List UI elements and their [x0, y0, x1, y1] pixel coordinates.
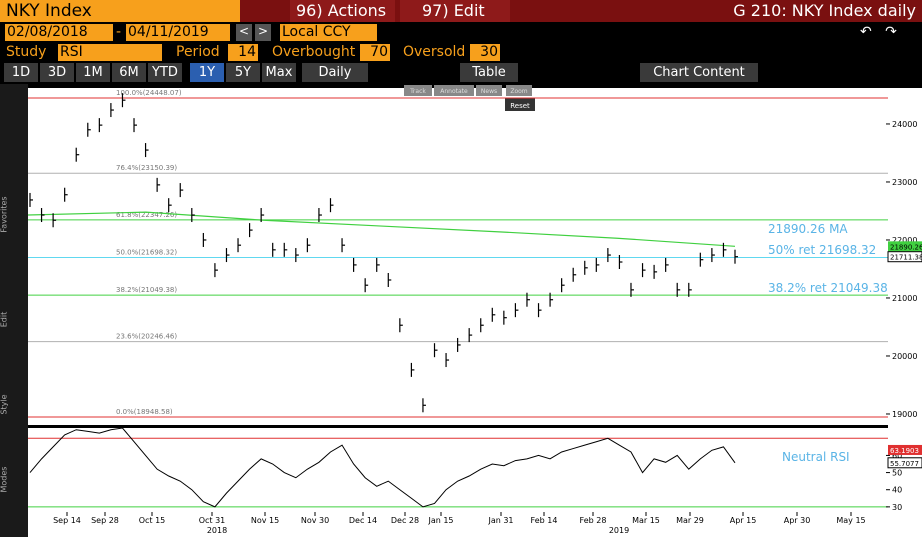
rsi-last-value: 55.7077 — [890, 460, 919, 468]
currency[interactable]: Local CCY — [280, 24, 377, 41]
undo-redo[interactable]: ↶ ↷ — [860, 24, 897, 40]
period-button[interactable]: 5Y — [226, 63, 260, 82]
y-tick-label: 20000 — [892, 352, 917, 361]
security[interactable]: NKY Index — [0, 0, 240, 22]
mini-button — [506, 85, 532, 96]
prev-button[interactable]: < — [236, 24, 252, 41]
fib-label: 100.0%(24448.07) — [116, 89, 182, 97]
fib-label: 61.8%(22347.26) — [116, 211, 177, 219]
rsi-tick-label: 40 — [892, 486, 902, 495]
rsi-annotation: Neutral RSI — [782, 450, 850, 464]
x-tick-label: Oct 31 — [199, 516, 226, 525]
start-date[interactable]: 02/08/2018 — [5, 24, 113, 41]
x-tick-label: May 15 — [836, 516, 865, 525]
x-tick-label: Nov 15 — [251, 516, 279, 525]
period-button[interactable]: 6M — [112, 63, 146, 82]
axis-pane — [888, 88, 922, 512]
mini-label: Track — [409, 88, 426, 95]
year-label: 2019 — [609, 526, 629, 535]
period-button[interactable]: 1Y — [190, 63, 224, 82]
rsi-pane — [28, 428, 888, 512]
mini-label: Annotate — [440, 88, 468, 95]
x-tick-label: Nov 30 — [301, 516, 329, 525]
rsi-tick-label: 30 — [892, 503, 902, 512]
next-button[interactable]: > — [255, 24, 271, 41]
fib-label: 0.0%(18948.58) — [116, 408, 173, 416]
mini-button — [404, 85, 432, 96]
period-button[interactable]: 3D — [40, 63, 74, 82]
x-tick-label: Apr 30 — [784, 516, 811, 525]
period-button[interactable]: YTD — [148, 63, 182, 82]
annotation: 21890.26 MA — [768, 222, 848, 236]
annotation: 50% ret 21698.32 — [768, 243, 876, 257]
fib-label: 50.0%(21698.32) — [116, 248, 177, 256]
period-button[interactable]: 1M — [76, 63, 110, 82]
date-sep: - — [116, 24, 122, 40]
mini-button — [476, 85, 502, 96]
frequency[interactable]: Daily — [302, 63, 368, 82]
y-tick-label: 24000 — [892, 120, 917, 129]
fib-label: 23.6%(20246.46) — [116, 333, 177, 341]
x-tick-label: Sep 28 — [91, 516, 119, 525]
overbought-label: Overbought — [272, 44, 356, 60]
annotation: 38.2% ret 21049.38 — [768, 281, 888, 295]
price-value: 21711.38 — [890, 254, 922, 262]
chart-content[interactable]: Chart Content — [640, 63, 758, 82]
rsi-last-box — [887, 457, 922, 469]
mini-label: Zoom — [510, 88, 527, 95]
x-tick-label: Mar 29 — [676, 516, 704, 525]
mini-button — [434, 85, 474, 96]
rsi-top-value: 63.1903 — [890, 447, 919, 455]
x-tick-label: Oct 15 — [139, 516, 166, 525]
fib-label: 38.2%(21049.38) — [116, 286, 177, 294]
study[interactable]: RSI — [58, 44, 162, 61]
rsi-tick-label: 60 — [892, 451, 902, 460]
x-tick-label: Feb 28 — [580, 516, 607, 525]
x-tick-label: Jan 15 — [427, 516, 453, 525]
oversold[interactable]: 30 — [470, 44, 500, 61]
x-tick-label: Dec 14 — [349, 516, 377, 525]
price-pane — [28, 88, 888, 425]
ma-value: 21890.26 — [890, 243, 922, 251]
period[interactable]: 14 — [228, 44, 258, 61]
oversold-label: Oversold — [403, 44, 466, 60]
period-button[interactable]: 1D — [4, 63, 38, 82]
rsi-top-box — [888, 444, 922, 455]
reset-button — [505, 98, 535, 111]
period-label: Period — [176, 44, 220, 60]
x-tick-label: Jan 31 — [487, 516, 513, 525]
x-tick-label: Mar 15 — [632, 516, 660, 525]
year-label: 2018 — [207, 526, 227, 535]
y-tick-label: 23000 — [892, 178, 917, 187]
date-pane — [28, 512, 922, 537]
chart: Track Annotate News Zoom Reset 100.0%(24448.0… — [27, 84, 922, 537]
actions-menu[interactable]: 96) Actions — [290, 0, 395, 22]
overbought[interactable]: 70 — [360, 44, 390, 61]
window-title: G 210: NKY Index daily — [733, 1, 916, 20]
price-box — [887, 251, 922, 263]
x-tick-label: Apr 15 — [730, 516, 757, 525]
edit-menu[interactable]: 97) Edit — [400, 0, 510, 22]
x-tick-label: Feb 14 — [531, 516, 558, 525]
x-tick-label: Sep 14 — [53, 516, 81, 525]
ma-line — [27, 211, 736, 247]
y-tick-label: 21000 — [892, 294, 917, 303]
rsi-line — [29, 427, 736, 508]
table-button[interactable]: Table — [460, 63, 518, 82]
y-tick-label: 19000 — [892, 410, 917, 419]
rsi-tick-label: 50 — [892, 469, 902, 478]
end-date[interactable]: 04/11/2019 — [126, 24, 230, 41]
reset-label: Reset — [510, 102, 530, 110]
ma-box — [888, 241, 922, 252]
fib-label: 76.4%(23150.39) — [116, 164, 177, 172]
x-tick-label: Dec 28 — [391, 516, 419, 525]
y-tick-label: 22000 — [892, 236, 917, 245]
study-label: Study — [6, 44, 47, 60]
mini-label: News — [481, 88, 497, 95]
period-button[interactable]: Max — [262, 63, 296, 82]
side-toolbar — [0, 84, 28, 537]
